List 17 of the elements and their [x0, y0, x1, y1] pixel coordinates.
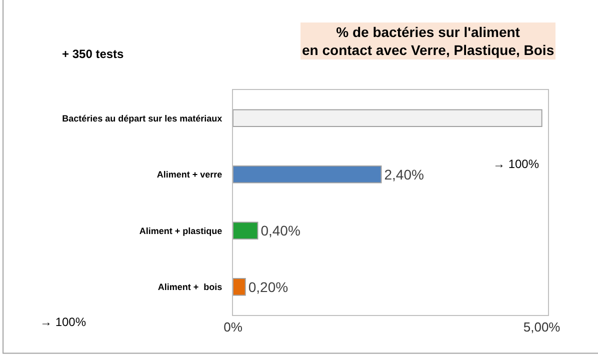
- text: + 350 tests: [62, 47, 124, 61]
- bar: [233, 109, 542, 128]
- data-label: 0,20%: [248, 278, 288, 295]
- data-label: 0,40%: [260, 222, 300, 239]
- y-tick-label: Aliment + plastique: [139, 226, 222, 236]
- y-tick-label: Bactéries au départ sur les matériaux: [62, 113, 222, 124]
- y-tick-label: Aliment + bois: [158, 282, 222, 292]
- chart-title: % de bactéries sur l'aliment en contact avec Verre, Plastique, Bois: [302, 24, 554, 58]
- x-tick-label: 0%: [224, 320, 243, 335]
- bar: [233, 278, 246, 296]
- data-label: 2,40%: [384, 166, 424, 182]
- annotation: → 100%: [493, 157, 540, 171]
- y-tick-label: Aliment + verre: [156, 170, 222, 180]
- x-tick-label: 5,00%: [523, 320, 561, 335]
- bar: [233, 165, 382, 184]
- bar: [233, 222, 258, 240]
- text: → 100%: [40, 315, 86, 329]
